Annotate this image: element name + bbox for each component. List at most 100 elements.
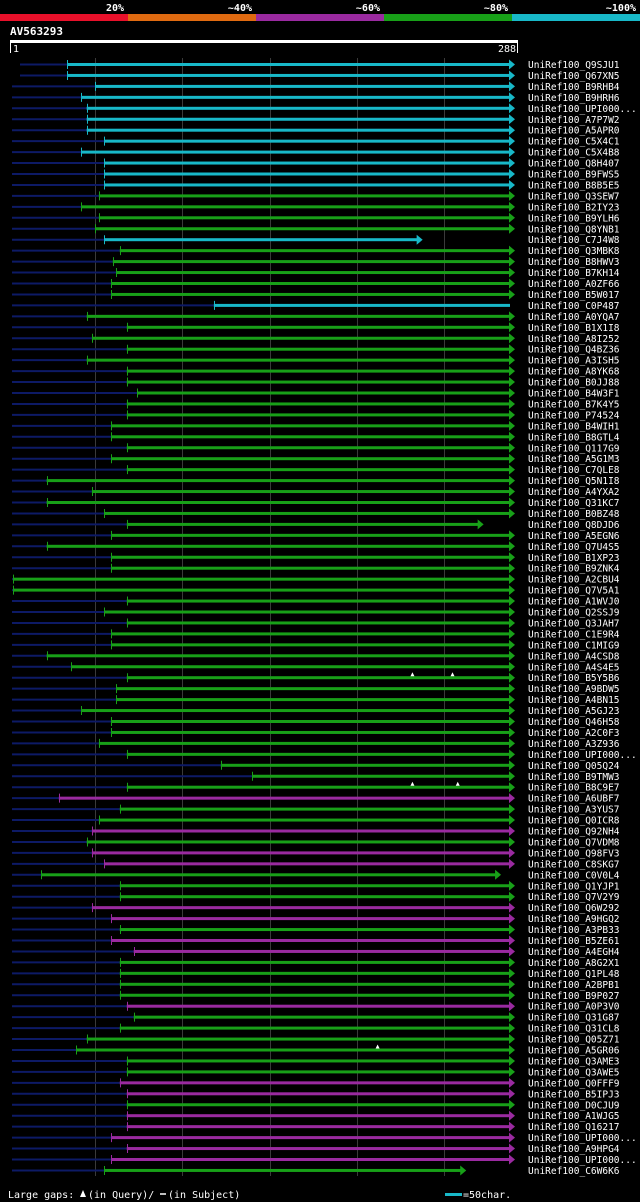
hit-label[interactable]: UniRef100_P74524 (528, 410, 620, 421)
hit-row[interactable]: UniRef100_C0P487 (12, 300, 620, 312)
hit-row[interactable]: UniRef100_Q7U4S5 (12, 541, 620, 553)
hit-row[interactable]: UniRef100_B9TMW3 (12, 771, 620, 783)
hit-row[interactable]: UniRef100_Q05Q24 (12, 760, 620, 772)
hit-row[interactable]: UniRef100_A3Z936 (12, 738, 620, 750)
hit-row[interactable]: UniRef100_Q3MBK8 (12, 245, 620, 258)
hit-bar[interactable] (126, 785, 511, 789)
hit-label[interactable]: UniRef100_A3ISH5 (528, 356, 620, 367)
hit-label[interactable]: UniRef100_A9HPG4 (528, 1144, 620, 1155)
hit-label[interactable]: UniRef100_Q3MBK8 (528, 246, 620, 257)
hit-row[interactable]: UniRef100_A5GJ23 (12, 705, 620, 718)
hit-label[interactable]: UniRef100_A5GR06 (528, 1046, 620, 1057)
hit-row[interactable]: UniRef100_C7J4W8 (12, 234, 620, 247)
hit-label[interactable]: UniRef100_B9RHB4 (528, 82, 620, 93)
hit-label[interactable]: UniRef100_C1MIG9 (528, 640, 620, 651)
hit-row[interactable]: UniRef100_UPI000... (12, 103, 637, 115)
hit-row[interactable]: UniRef100_A5EGN6 (12, 530, 620, 542)
hit-label[interactable]: UniRef100_C0V0L4 (528, 870, 620, 881)
hit-bar[interactable] (67, 63, 511, 66)
hit-bar[interactable] (98, 216, 511, 220)
hit-bar[interactable] (126, 413, 511, 417)
hit-label[interactable]: UniRef100_Q7VDM8 (528, 837, 620, 848)
hit-row[interactable]: UniRef100_P74524 (12, 409, 620, 422)
hit-label[interactable]: UniRef100_A8G2X1 (528, 958, 620, 969)
hit-bar[interactable] (126, 1103, 511, 1107)
hit-bar[interactable] (104, 610, 510, 614)
hit-row[interactable]: UniRef100_C5X4B8 (12, 147, 620, 159)
hit-row[interactable]: UniRef100_A1WVJ0 (12, 596, 620, 608)
hit-row[interactable]: UniRef100_A2BPB1 (12, 979, 620, 991)
hit-label[interactable]: UniRef100_B0JJ88 (528, 378, 620, 389)
hit-label[interactable]: UniRef100_A0YQA7 (528, 312, 620, 323)
hit-label[interactable]: UniRef100_C6W6K6 (528, 1166, 620, 1177)
hit-row[interactable]: UniRef100_B9HRH6 (12, 92, 620, 104)
hit-row[interactable]: UniRef100_Q2SSJ9 (12, 607, 620, 619)
hit-label[interactable]: UniRef100_B8B5E5 (528, 180, 620, 191)
hit-row[interactable]: UniRef100_Q117G9 (12, 442, 620, 455)
hit-label[interactable]: UniRef100_B7KH14 (528, 268, 620, 279)
hit-row[interactable]: UniRef100_A3PB33 (12, 924, 620, 937)
hit-label[interactable]: UniRef100_C5X4B8 (528, 148, 620, 159)
hit-label[interactable]: UniRef100_A3YUS7 (528, 805, 620, 816)
hit-label[interactable]: UniRef100_Q117G9 (528, 443, 620, 454)
hit-bar[interactable] (13, 588, 511, 592)
hit-row[interactable]: UniRef100_B4W3F1 (12, 388, 620, 400)
hit-row[interactable]: UniRef100_B0BZ48 (12, 508, 620, 520)
hit-row[interactable]: UniRef100_Q8H407 (12, 158, 620, 170)
hit-bar[interactable] (126, 752, 511, 756)
hit-label[interactable]: UniRef100_B9TMW3 (528, 772, 620, 783)
hit-label[interactable]: UniRef100_Q4BZ36 (528, 345, 620, 356)
hit-label[interactable]: UniRef100_Q3AWE5 (528, 1067, 620, 1078)
hit-row[interactable]: UniRef100_Q1PL48 (12, 968, 620, 980)
hit-row[interactable]: UniRef100_C8SKG7 (12, 858, 620, 871)
hit-label[interactable]: UniRef100_Q31KC7 (528, 498, 620, 509)
hit-row[interactable]: UniRef100_A1WJG5 (12, 1110, 620, 1123)
hit-row[interactable]: UniRef100_A0YQA7 (12, 311, 620, 323)
hit-bar[interactable] (119, 971, 510, 975)
hit-label[interactable]: UniRef100_B1X1I8 (528, 323, 620, 334)
hit-bar[interactable] (126, 1125, 511, 1129)
hit-bar[interactable] (126, 402, 511, 406)
hit-label[interactable]: UniRef100_B9FWS5 (528, 170, 620, 181)
hit-label[interactable]: UniRef100_Q98FV3 (528, 848, 620, 859)
hit-row[interactable]: UniRef100_Q98FV3 (12, 847, 620, 860)
hit-label[interactable]: UniRef100_B4WIH1 (528, 421, 620, 432)
hit-row[interactable]: UniRef100_UPI000... (12, 1154, 637, 1167)
hit-bar[interactable] (119, 993, 510, 997)
hit-row[interactable]: UniRef100_Q0FFF9 (12, 1077, 620, 1090)
hit-row[interactable]: UniRef100_B9RHB4 (12, 81, 620, 93)
hit-row[interactable]: UniRef100_B9YLH6 (12, 212, 620, 225)
hit-row[interactable]: UniRef100_A4S4E5 (12, 661, 620, 674)
hit-row[interactable]: UniRef100_A2CBU4 (12, 574, 620, 586)
hit-label[interactable]: UniRef100_C1E9R4 (528, 629, 620, 640)
hit-label[interactable]: UniRef100_A5EGN6 (528, 531, 620, 542)
hit-label[interactable]: UniRef100_Q6W292 (528, 903, 620, 914)
hit-row[interactable]: UniRef100_A8I252 (12, 333, 620, 345)
hit-label[interactable]: UniRef100_A5APR0 (528, 126, 620, 137)
hit-row[interactable]: UniRef100_A4BN15 (12, 694, 620, 707)
hit-bar[interactable] (95, 227, 511, 231)
hit-row[interactable]: UniRef100_Q31CL8 (12, 1023, 620, 1035)
hit-label[interactable]: UniRef100_A2C0F3 (528, 728, 620, 739)
hit-row[interactable]: UniRef100_UPI000... (12, 749, 637, 761)
hit-bar[interactable] (91, 906, 510, 910)
hit-bar[interactable] (86, 1037, 510, 1041)
hit-label[interactable]: UniRef100_Q3JAH7 (528, 618, 620, 629)
hit-label[interactable]: UniRef100_A2BPB1 (528, 980, 620, 991)
hit-bar[interactable] (111, 939, 511, 942)
hit-bar[interactable] (81, 709, 510, 713)
hit-row[interactable]: UniRef100_A4CSD8 (12, 650, 620, 663)
hit-row[interactable]: UniRef100_B9P027 (12, 990, 620, 1002)
hit-bar[interactable] (133, 1015, 511, 1019)
hit-bar[interactable] (111, 720, 511, 723)
hit-label[interactable]: UniRef100_A0ZF66 (528, 279, 620, 290)
hit-label[interactable]: UniRef100_Q8H407 (528, 159, 620, 170)
hit-row[interactable]: UniRef100_B0JJ88 (12, 377, 620, 389)
hit-bar[interactable] (67, 73, 511, 77)
hit-bar[interactable] (119, 249, 510, 253)
hit-label[interactable]: UniRef100_Q7V2Y9 (528, 892, 620, 903)
hit-bar[interactable] (116, 687, 510, 691)
hit-row[interactable]: UniRef100_Q5N1I8 (12, 475, 620, 488)
hit-bar[interactable] (104, 238, 418, 242)
hit-label[interactable]: UniRef100_A0P3V0 (528, 1002, 620, 1013)
